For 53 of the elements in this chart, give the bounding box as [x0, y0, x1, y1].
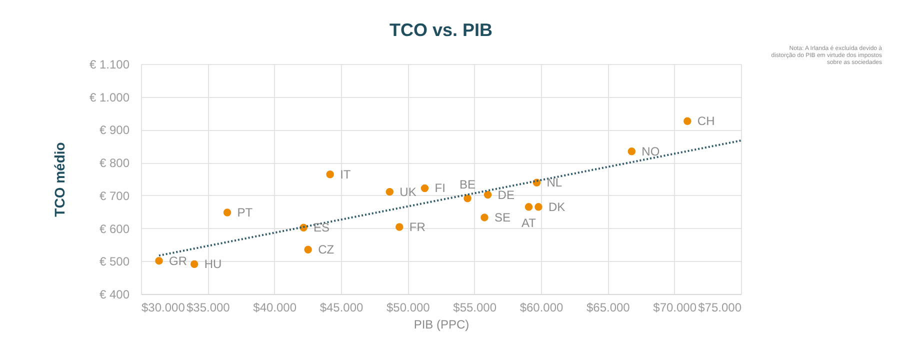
point: [464, 194, 472, 202]
point: [628, 148, 636, 156]
annotation: FI: [434, 181, 446, 196]
y-tick-label: € 1.100: [89, 58, 130, 72]
point: [684, 117, 692, 126]
y-tick-label: € 800: [99, 156, 130, 170]
annotation: CZ: [318, 242, 334, 257]
point: [534, 203, 542, 211]
point: [190, 260, 198, 268]
y-tick-label: € 700: [99, 188, 130, 203]
point: [480, 214, 488, 222]
y-tick-label: € 500: [99, 254, 130, 269]
annotation: IT: [340, 167, 352, 182]
annotation: DE: [498, 188, 514, 202]
y-axis-title: TCO médio: [51, 142, 68, 217]
y-tick-label: € 1.000: [89, 90, 130, 104]
point: [524, 203, 533, 211]
x-tick-label: $70.000: [653, 300, 697, 314]
annotation: NL: [546, 176, 562, 190]
y-tick-label: € 600: [99, 222, 130, 236]
point: [396, 223, 404, 231]
annotation: BE: [460, 177, 476, 192]
annotation: FR: [409, 220, 426, 234]
annotation: CH: [697, 114, 715, 128]
chart-title: TCO vs. PIB: [389, 20, 493, 40]
x-tick-label: $75.000: [698, 300, 742, 314]
y-tick-label: € 900: [99, 123, 130, 138]
point: [420, 184, 429, 192]
point: [223, 208, 232, 216]
annotation: PT: [237, 206, 254, 220]
x-tick-label: $65.000: [586, 300, 630, 314]
x-tick-label: $40.000: [253, 300, 297, 314]
x-tick-label: $55.000: [453, 300, 497, 314]
point: [155, 256, 163, 265]
x-axis-title: PIB (PPC): [414, 318, 470, 332]
annotation: DK: [548, 200, 566, 214]
point: [484, 190, 492, 199]
annotation: HU: [204, 257, 222, 272]
annotation: ES: [314, 220, 330, 235]
x-tick-label: $60.000: [520, 300, 564, 314]
point: [386, 188, 394, 196]
point: [304, 246, 312, 254]
annotation: UK: [400, 184, 416, 199]
y-tick-label: € 400: [99, 288, 130, 302]
x-tick-label: $50.000: [386, 300, 430, 314]
x-tick-label: $45.000: [320, 300, 364, 314]
x-tick-label: $30.000: [142, 300, 186, 314]
annotation: GR: [169, 254, 188, 268]
annotation: AT: [522, 216, 537, 230]
annotation: NO: [642, 144, 660, 158]
point: [326, 170, 334, 178]
annotation: SE: [494, 210, 510, 224]
x-tick-label: $35.000: [186, 300, 230, 314]
